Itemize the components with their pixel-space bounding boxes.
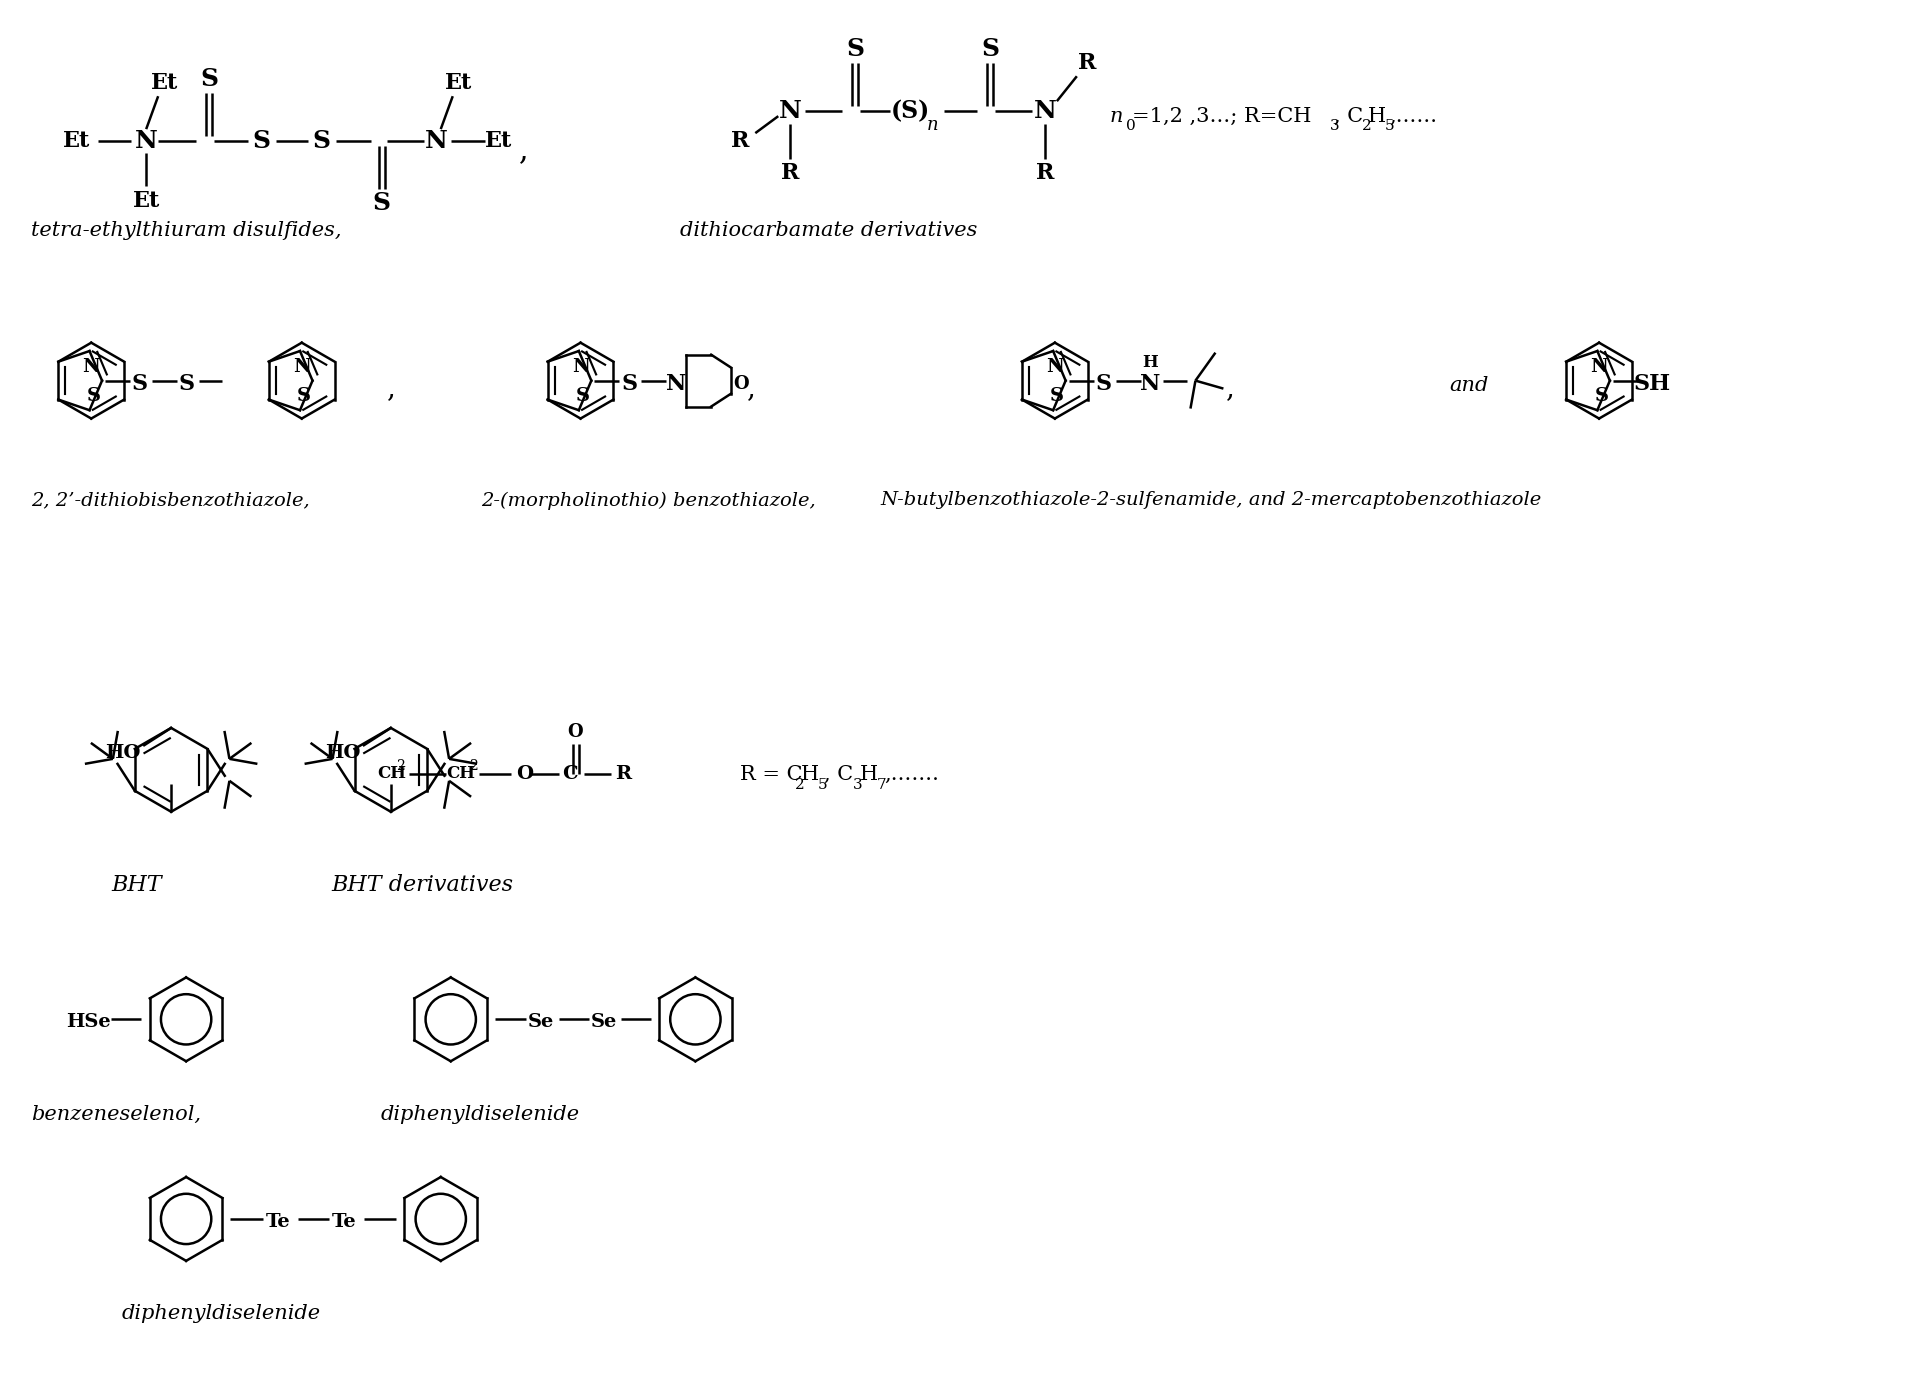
Text: H: H [861,765,878,784]
Text: 7: 7 [876,777,886,792]
Text: R: R [731,130,749,152]
Text: N: N [83,358,100,376]
Text: H: H [801,765,820,784]
Text: S: S [131,372,149,394]
Text: (S): (S) [890,99,930,123]
Text: S: S [253,130,270,153]
Text: S: S [980,37,1000,61]
Text: N: N [571,358,591,376]
Text: N: N [1590,358,1608,376]
Text: R = C: R = C [741,765,803,784]
Text: H: H [1368,106,1386,125]
Text: CH: CH [376,765,405,783]
Text: 3: 3 [853,777,863,792]
Text: R: R [1077,52,1096,74]
Text: SH: SH [1633,372,1669,394]
Text: diphenyldiselenide: diphenyldiselenide [380,1105,581,1123]
Text: , C: , C [824,765,853,784]
Text: S: S [179,372,195,394]
Text: Et: Et [446,72,473,94]
Text: R: R [782,163,799,185]
Text: S: S [1050,387,1063,405]
Text: N: N [1046,358,1063,376]
Text: N: N [666,372,687,394]
Text: 2: 2 [396,759,405,773]
Text: n: n [926,116,938,134]
Text: O: O [515,765,533,783]
Text: R: R [1036,163,1054,185]
Text: diphenyldiselenide: diphenyldiselenide [122,1304,320,1323]
Text: O: O [567,723,583,741]
Text: S: S [575,387,591,405]
Text: 0: 0 [1125,119,1135,134]
Text: 5: 5 [1384,119,1393,134]
Text: and: and [1449,376,1488,395]
Text: Et: Et [151,72,178,94]
Text: S: S [621,372,637,394]
Text: , C: , C [1334,106,1365,125]
Text: 2: 2 [795,777,805,792]
Text: Et: Et [484,130,511,152]
Text: 3: 3 [1330,119,1339,134]
Text: N: N [1141,372,1160,394]
Text: O: O [733,375,749,393]
Text: N-butylbenzothiazole-2-sulfenamide, and 2-mercaptobenzothiazole: N-butylbenzothiazole-2-sulfenamide, and … [880,492,1542,510]
Text: Te: Te [332,1213,357,1231]
Text: S: S [1594,387,1608,405]
Text: ,: , [1226,375,1235,402]
Text: ,: , [388,375,396,402]
Text: Se: Se [527,1013,554,1031]
Text: Se: Se [591,1013,618,1031]
Text: BHT: BHT [112,874,162,896]
Text: S: S [313,130,330,153]
Text: N: N [1033,99,1056,123]
Text: 5: 5 [818,777,828,792]
Text: ,…….: ,……. [884,765,940,784]
Text: S: S [297,387,311,405]
Text: Te: Te [266,1213,290,1231]
Text: S: S [845,37,865,61]
Text: N: N [135,130,158,153]
Text: ,: , [747,375,755,402]
Text: N: N [425,130,448,153]
Text: benzeneselenol,: benzeneselenol, [31,1105,201,1123]
Text: 2: 2 [1363,119,1372,134]
Text: =1,2 ,3…; R=CH: =1,2 ,3…; R=CH [1131,106,1310,125]
Text: dithiocarbamate derivatives: dithiocarbamate derivatives [681,222,979,240]
Text: HO: HO [106,744,141,762]
Text: S: S [201,68,218,91]
Text: HSe: HSe [66,1013,110,1031]
Text: CH: CH [446,765,477,783]
Text: n: n [1110,106,1123,125]
Text: S: S [1096,372,1112,394]
Text: ,: , [519,135,529,167]
Text: ,……: ,…… [1390,106,1438,125]
Text: Et: Et [62,130,91,152]
Text: H: H [1143,354,1158,371]
Text: 2, 2’-dithiobisbenzothiazole,: 2, 2’-dithiobisbenzothiazole, [31,492,311,510]
Text: tetra-ethylthiuram disulfides,: tetra-ethylthiuram disulfides, [31,222,342,240]
Text: 2: 2 [469,759,477,773]
Text: 2-(morpholinothio) benzothiazole,: 2-(morpholinothio) benzothiazole, [481,491,816,510]
Text: S: S [372,192,392,215]
Text: S: S [87,387,100,405]
Text: BHT derivatives: BHT derivatives [330,874,513,896]
Text: HO: HO [324,744,361,762]
Text: N: N [293,358,311,376]
Text: R: R [616,765,631,783]
Text: Et: Et [133,190,160,212]
Text: N: N [780,99,801,123]
Text: C: C [562,765,579,783]
